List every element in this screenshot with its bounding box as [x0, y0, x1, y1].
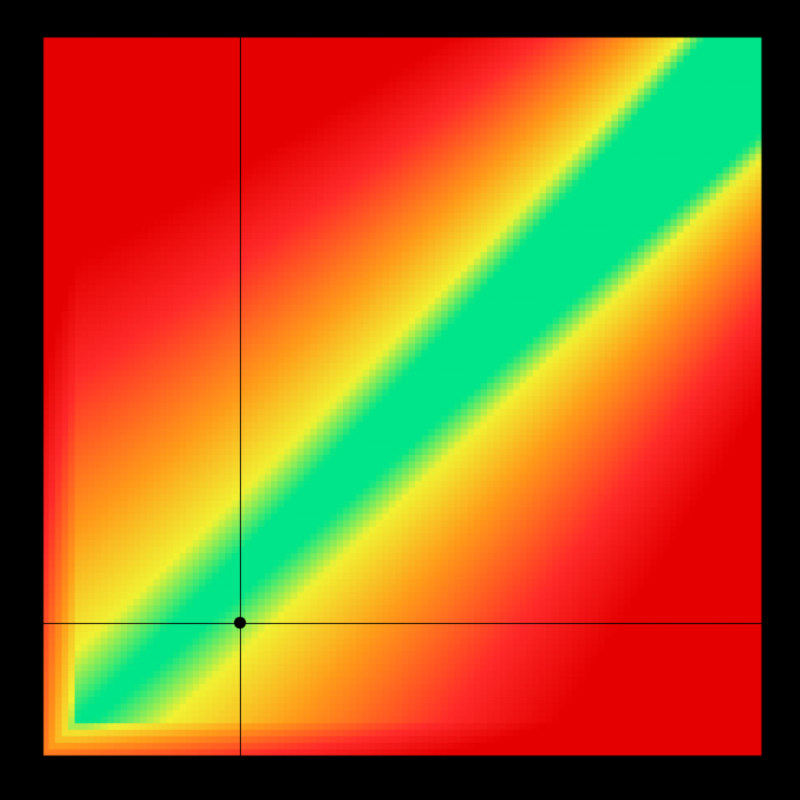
bottleneck-heatmap [0, 0, 800, 800]
chart-container: TheBottleneck.com [0, 0, 800, 800]
